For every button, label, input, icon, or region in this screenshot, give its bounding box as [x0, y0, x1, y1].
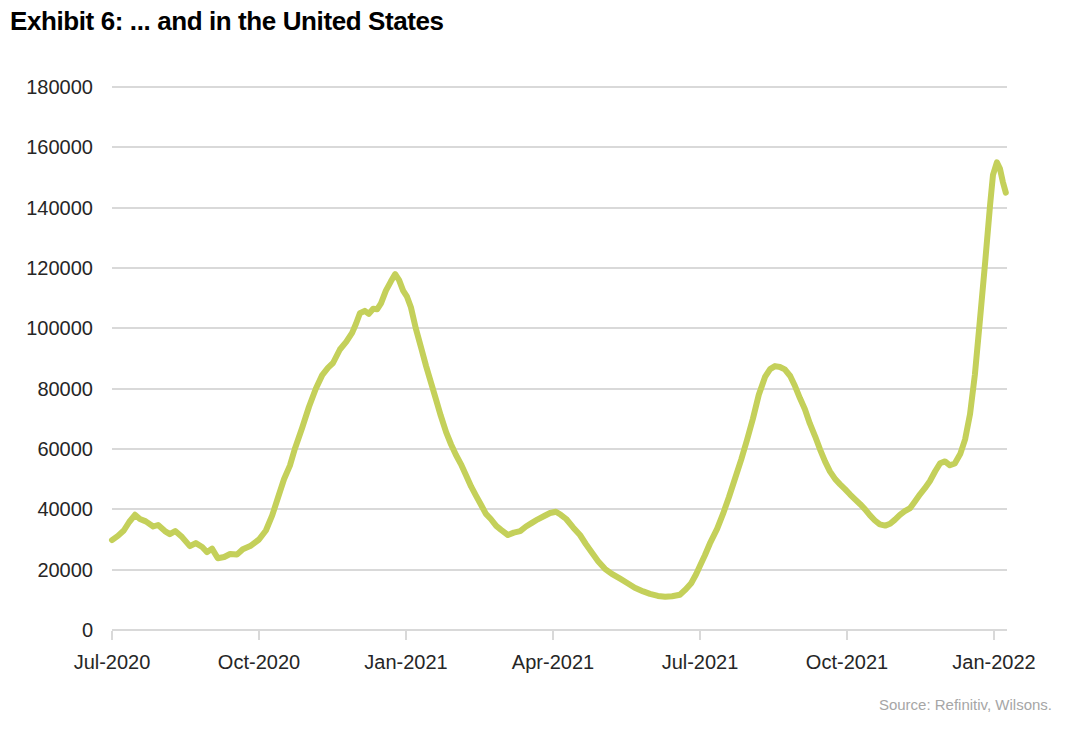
- source-note: Source: Refinitiv, Wilsons.: [879, 696, 1052, 713]
- line-plot: [0, 0, 1066, 733]
- chart-page: Exhibit 6: ... and in the United States …: [0, 0, 1066, 733]
- chart-area: 0200004000060000800001000001200001400001…: [0, 0, 1066, 733]
- data-series-line: [112, 162, 1006, 596]
